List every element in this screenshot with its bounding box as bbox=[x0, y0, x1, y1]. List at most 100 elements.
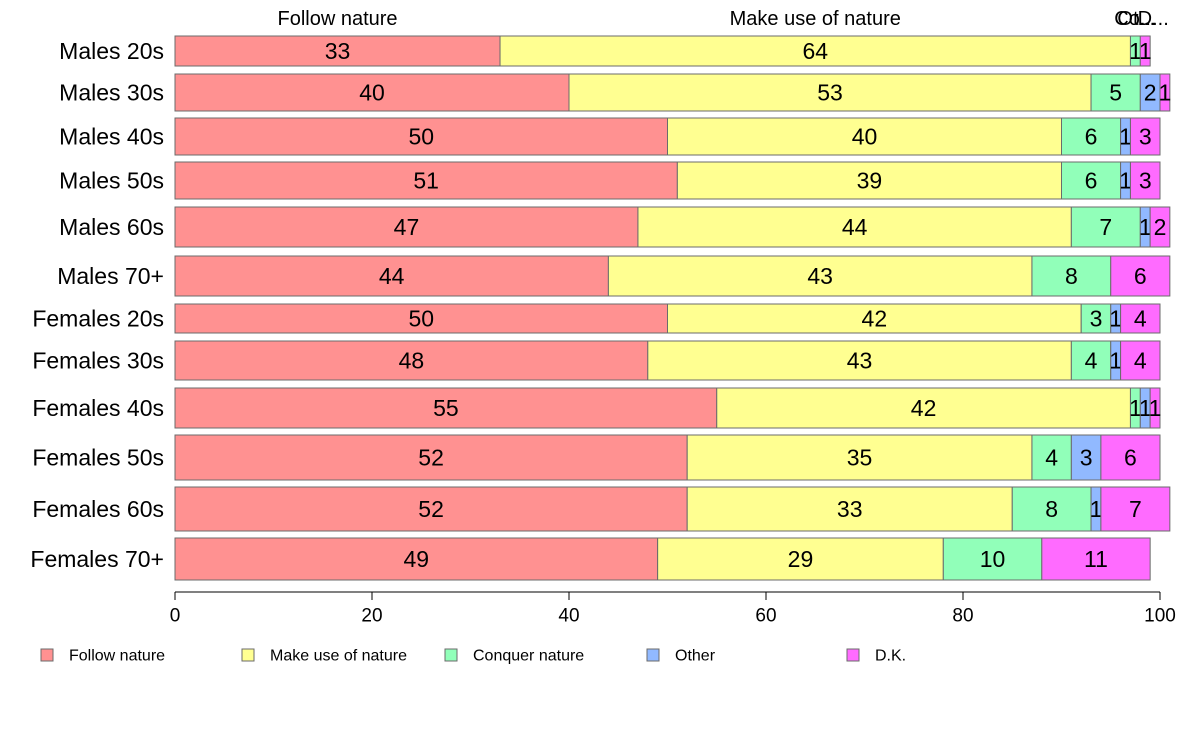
bar-segment-make-use-of-nature bbox=[686, 486, 1013, 532]
category-label: Males 30s bbox=[59, 80, 164, 106]
bar-segment-make-use-of-nature bbox=[657, 537, 944, 581]
bar-segment-d-k bbox=[1120, 340, 1161, 381]
bar-segment-follow-nature bbox=[174, 206, 639, 248]
bar-segment-make-use-of-nature bbox=[667, 117, 1062, 156]
data-label: 64 bbox=[802, 38, 828, 64]
x-axis: 0 20 40 60 80 100 bbox=[170, 591, 1176, 627]
legend-swatch bbox=[444, 648, 458, 662]
legend-swatch bbox=[646, 648, 660, 662]
x-tick-label: 100 bbox=[1144, 606, 1176, 627]
bar-segment-make-use-of-nature bbox=[647, 340, 1072, 381]
bar-segment-d-k bbox=[1149, 206, 1171, 248]
bar-segment-conquer-nature bbox=[1090, 73, 1141, 112]
bar-segment-conquer-nature bbox=[1080, 303, 1112, 334]
data-label: 4 bbox=[1045, 445, 1058, 471]
bar-segment-follow-nature bbox=[174, 303, 668, 334]
top-label: Follow nature bbox=[277, 8, 397, 30]
data-label: 44 bbox=[379, 263, 405, 289]
legend-swatch bbox=[846, 648, 860, 662]
data-label: 1 bbox=[1090, 496, 1103, 522]
data-label: 35 bbox=[847, 445, 873, 471]
data-label: 42 bbox=[862, 306, 888, 332]
data-label: 10 bbox=[980, 546, 1006, 572]
bar-segment-follow-nature bbox=[174, 73, 570, 112]
bar-segment-d-k bbox=[1120, 303, 1161, 334]
bar-segment-follow-nature bbox=[174, 117, 668, 156]
category-label: Females 70+ bbox=[30, 546, 164, 572]
data-label: 43 bbox=[847, 348, 873, 374]
data-label: 1 bbox=[1139, 395, 1152, 421]
bar-segment-follow-nature bbox=[174, 35, 501, 67]
top-label: Make use of nature bbox=[730, 8, 901, 30]
data-label: 1 bbox=[1139, 38, 1152, 64]
bar-segment-d-k bbox=[1139, 35, 1151, 67]
data-label: 1 bbox=[1109, 306, 1122, 332]
data-label: 6 bbox=[1124, 445, 1137, 471]
bar-segment-d-k bbox=[1129, 161, 1161, 200]
data-label: 55 bbox=[433, 395, 459, 421]
bar-segment-d-k bbox=[1100, 434, 1161, 481]
data-label: 5 bbox=[1109, 80, 1122, 106]
data-label: 3 bbox=[1080, 445, 1093, 471]
data-label: 49 bbox=[404, 546, 430, 572]
data-label: 7 bbox=[1099, 214, 1112, 240]
bar-segment-make-use-of-nature bbox=[568, 73, 1092, 112]
data-label: 11 bbox=[1084, 546, 1108, 572]
x-tick-label: 60 bbox=[755, 606, 776, 627]
data-label: 51 bbox=[413, 168, 439, 194]
category-label: Males 50s bbox=[59, 168, 164, 194]
bar-segment-follow-nature bbox=[174, 255, 609, 297]
x-tick-label: 40 bbox=[558, 606, 579, 627]
data-label: 4 bbox=[1085, 348, 1098, 374]
data-label: 3 bbox=[1139, 168, 1152, 194]
bar-segment-conquer-nature bbox=[1031, 434, 1072, 481]
data-label: 42 bbox=[911, 395, 937, 421]
data-label: 50 bbox=[408, 124, 434, 150]
legend-swatch bbox=[241, 648, 255, 662]
bar-segment-conquer-nature bbox=[1031, 255, 1112, 297]
legend-label: Make use of nature bbox=[270, 648, 407, 665]
bar-segment-d-k bbox=[1041, 537, 1151, 581]
category-labels: Males 20s Males 30s Males 40s Males 50s Male… bbox=[30, 38, 164, 572]
data-label: 52 bbox=[418, 445, 444, 471]
bar-segment-make-use-of-nature bbox=[686, 434, 1033, 481]
bar-segment-conquer-nature bbox=[1070, 206, 1141, 248]
data-label: 4 bbox=[1134, 348, 1147, 374]
legend-item-make-use-of-nature: Make use of nature bbox=[241, 648, 407, 665]
bar-segment-make-use-of-nature bbox=[676, 161, 1062, 200]
data-label: 2 bbox=[1144, 80, 1157, 106]
data-label: 1 bbox=[1109, 348, 1122, 374]
bar-segment-d-k bbox=[1149, 387, 1161, 429]
x-tick-label: 20 bbox=[361, 606, 382, 627]
data-label: 44 bbox=[842, 214, 868, 240]
bar-segment-conquer-nature bbox=[942, 537, 1043, 581]
data-label: 6 bbox=[1085, 124, 1098, 150]
bar-segment-d-k bbox=[1100, 486, 1171, 532]
bar-segment-d-k bbox=[1129, 117, 1161, 156]
legend-label: Conquer nature bbox=[473, 648, 584, 665]
data-label: 3 bbox=[1090, 306, 1103, 332]
bar-segment-conquer-nature bbox=[1061, 161, 1122, 200]
category-label: Females 20s bbox=[32, 306, 164, 332]
category-label: Males 70+ bbox=[57, 263, 164, 289]
data-label: 6 bbox=[1134, 263, 1147, 289]
data-label: 39 bbox=[857, 168, 883, 194]
bar-segment-follow-nature bbox=[174, 340, 649, 381]
data-label: 40 bbox=[359, 80, 385, 106]
top-segment-labels: Follow nature Make use of nature Co...Ot..… bbox=[277, 8, 1168, 30]
bar-segment-follow-nature bbox=[174, 486, 688, 532]
legend-label: Follow nature bbox=[69, 648, 165, 665]
data-label: 7 bbox=[1129, 496, 1142, 522]
data-label: 6 bbox=[1085, 168, 1098, 194]
bar-segment-make-use-of-nature bbox=[637, 206, 1072, 248]
data-label: 48 bbox=[399, 348, 425, 374]
bar-segment-d-k bbox=[1159, 73, 1171, 112]
data-label: 2 bbox=[1154, 214, 1167, 240]
data-label: 1 bbox=[1149, 395, 1162, 421]
bar-segment-d-k bbox=[1110, 255, 1171, 297]
legend-item-other: Other bbox=[646, 648, 716, 665]
data-label: 50 bbox=[408, 306, 434, 332]
data-label: 33 bbox=[837, 496, 863, 522]
